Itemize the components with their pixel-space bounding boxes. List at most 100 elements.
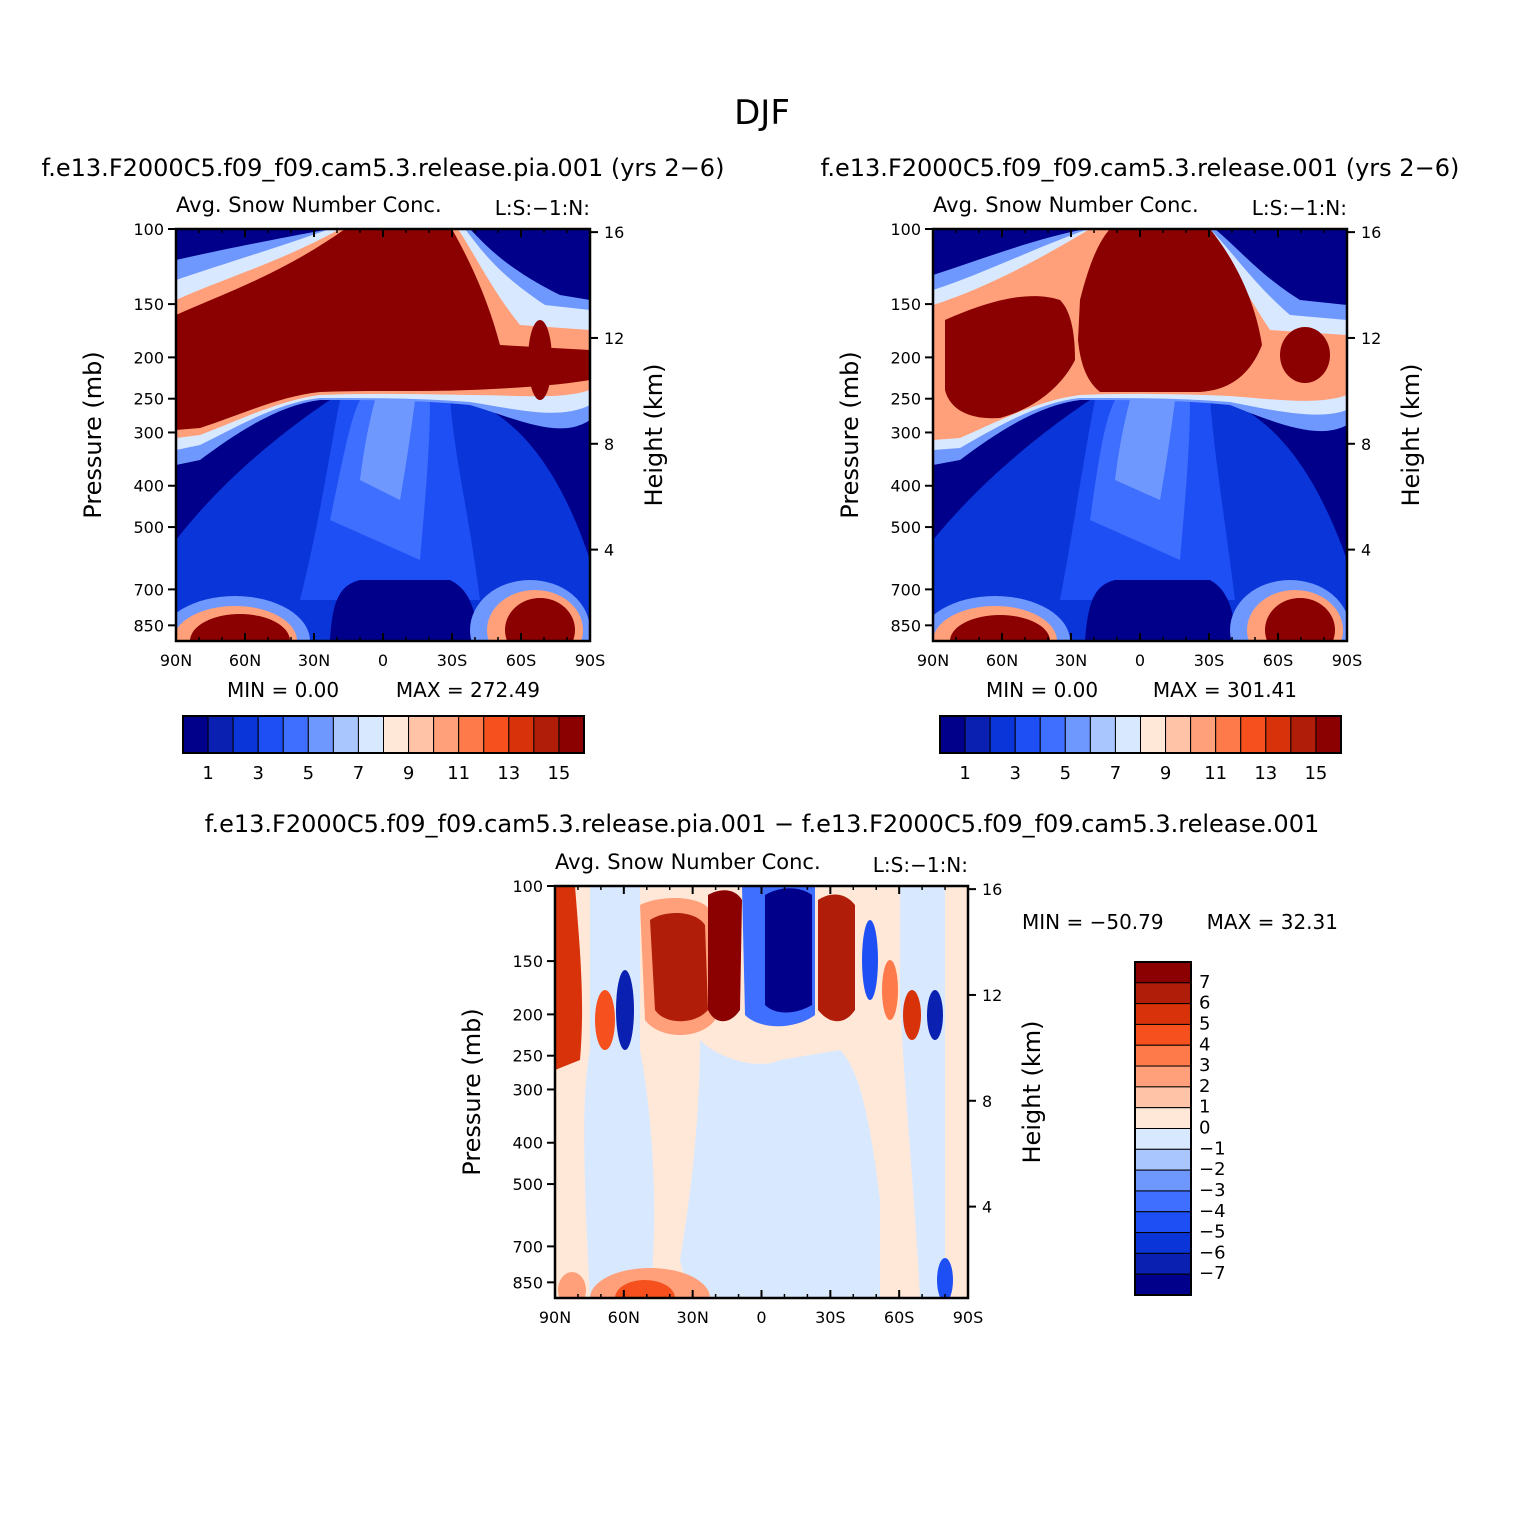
pressure-tick-label: 200 xyxy=(133,348,164,367)
field-low-tropics-min xyxy=(330,580,478,641)
colorbar-label: 3 xyxy=(1199,1055,1210,1076)
field-upper-max xyxy=(176,229,590,430)
colorbar-frame xyxy=(1134,961,1192,1296)
panel-pia-case-title: f.e13.F2000C5.f09_f09.cam5.3.release.pia… xyxy=(42,154,725,182)
field-pos-cell-1 xyxy=(595,990,615,1050)
colorbar-box xyxy=(1190,715,1217,754)
panel-difference-max: MAX = 32.31 xyxy=(1207,910,1338,934)
latitude-tick-label: 0 xyxy=(756,1308,766,1327)
colorbar-box xyxy=(1064,715,1091,754)
pressure-tick-label: 700 xyxy=(133,580,164,599)
colorbar-box xyxy=(357,715,384,754)
colorbar-box xyxy=(989,715,1016,754)
panel-difference-field xyxy=(555,886,968,1298)
height-tick-label: 16 xyxy=(604,223,624,242)
colorbar-label: 1 xyxy=(1199,1097,1210,1118)
colorbar-box xyxy=(408,715,435,754)
latitude-tick-label: 90N xyxy=(160,651,192,670)
colorbar-frame xyxy=(182,715,585,754)
pressure-tick-label: 400 xyxy=(512,1134,543,1153)
pressure-tick-label: 700 xyxy=(890,580,921,599)
height-tick-label: 8 xyxy=(604,435,614,454)
field-neg-cell-2 xyxy=(862,920,878,1000)
colorbar-box xyxy=(1240,715,1267,754)
colorbar-box xyxy=(232,715,259,754)
field-low-tropics-min xyxy=(1085,580,1236,641)
pressure-tick-label: 400 xyxy=(133,477,164,496)
panel-pia-min: MIN = 0.00 xyxy=(227,678,339,702)
colorbar-box xyxy=(307,715,334,754)
colorbar-box xyxy=(1039,715,1066,754)
colorbar-label: 7 xyxy=(353,763,364,784)
latitude-tick-label: 60N xyxy=(608,1308,640,1327)
colorbar-label: 1 xyxy=(202,763,213,784)
pressure-tick-label: 300 xyxy=(512,1080,543,1099)
pressure-axis-label: Pressure (mb) xyxy=(79,351,107,518)
field-low-nh-max xyxy=(190,614,290,641)
field-pos-cell-6 xyxy=(903,990,921,1040)
colorbar-label: 5 xyxy=(1060,763,1071,784)
latitude-tick-label: 90S xyxy=(1332,651,1363,670)
colorbar-box xyxy=(1315,715,1342,754)
colorbar-box xyxy=(1134,1023,1192,1046)
latitude-tick-label: 30N xyxy=(298,651,330,670)
colorbar-box xyxy=(558,715,585,754)
pressure-tick-label: 100 xyxy=(512,877,543,896)
colorbar-box xyxy=(508,715,535,754)
colorbar-label: 7 xyxy=(1199,972,1210,993)
field-pos-cell-3 xyxy=(708,890,742,1022)
field-jet-cell xyxy=(1280,327,1330,383)
colorbar-box xyxy=(257,715,284,754)
height-axis-label: Height (km) xyxy=(640,364,668,507)
pressure-tick-label: 500 xyxy=(512,1175,543,1194)
height-axis-label: Height (km) xyxy=(1397,364,1425,507)
latitude-tick-label: 60S xyxy=(884,1308,915,1327)
colorbar-label: 15 xyxy=(547,763,570,784)
colorbar-box xyxy=(1014,715,1041,754)
pressure-tick-label: 250 xyxy=(512,1047,543,1066)
latitude-tick-label: 90N xyxy=(917,651,949,670)
pressure-tick-label: 850 xyxy=(133,616,164,635)
height-tick-label: 12 xyxy=(604,329,624,348)
pressure-tick-label: 150 xyxy=(890,295,921,314)
pressure-tick-label: 150 xyxy=(133,295,164,314)
field-layer-tropics-core xyxy=(1115,400,1175,500)
height-tick-label: 12 xyxy=(982,986,1002,1005)
panel-difference: f.e13.F2000C5.f09_f09.cam5.3.release.pia… xyxy=(205,810,1338,1327)
colorbar-label: 9 xyxy=(1160,763,1171,784)
colorbar-box xyxy=(383,715,410,754)
colorbar-label: 9 xyxy=(403,763,414,784)
panel-pia-colorbar: 1 3 5 7 9 11 13 15 xyxy=(182,715,585,784)
field-low-sh-max xyxy=(505,598,575,641)
height-tick-label: 4 xyxy=(604,541,614,560)
latitude-tick-label: 90N xyxy=(539,1308,571,1327)
panel-difference-axes: 100 150 200 250 300 400 500 700 850 16 12 8 4 90N 60N 3… xyxy=(458,877,1046,1327)
colorbar-box xyxy=(282,715,309,754)
colorbar-label: −7 xyxy=(1199,1263,1226,1284)
colorbar-box xyxy=(458,715,485,754)
panel-control-field xyxy=(933,229,1347,641)
latitude-tick-label: 60S xyxy=(506,651,537,670)
colorbar-label: −4 xyxy=(1199,1201,1226,1222)
pressure-tick-label: 500 xyxy=(133,518,164,537)
panel-control-case-title: f.e13.F2000C5.f09_f09.cam5.3.release.001… xyxy=(821,154,1460,182)
colorbar-label: 11 xyxy=(447,763,470,784)
panel-pia-subtitle: Avg. Snow Number Conc. xyxy=(176,193,442,217)
panel-pia: f.e13.F2000C5.f09_f09.cam5.3.release.pia… xyxy=(42,154,725,784)
latitude-tick-label: 60S xyxy=(1263,651,1294,670)
height-tick-label: 12 xyxy=(1361,329,1381,348)
panel-control-axes: 100 150 200 250 300 400 500 700 850 16 12 8 4 90N 60N 3… xyxy=(836,220,1425,670)
colorbar-box xyxy=(1134,1211,1192,1234)
colorbar-box xyxy=(1134,1107,1192,1129)
pressure-tick-label: 250 xyxy=(133,390,164,409)
pressure-tick-label: 250 xyxy=(890,390,921,409)
pressure-tick-label: 400 xyxy=(890,477,921,496)
colorbar-box xyxy=(1114,715,1141,754)
pressure-tick-label: 700 xyxy=(512,1237,543,1256)
colorbar-label: 4 xyxy=(1199,1034,1210,1055)
field-neg-nh xyxy=(584,886,655,1298)
colorbar-box xyxy=(1134,1086,1192,1109)
height-tick-label: 4 xyxy=(982,1198,992,1217)
